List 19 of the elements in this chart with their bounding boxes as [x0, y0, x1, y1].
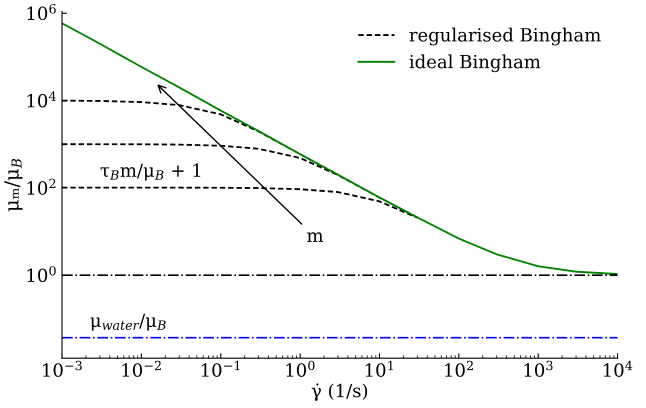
y-tick-label: 10$^{0}$: [28, 266, 56, 282]
x-tick-label: 10$^{2}$: [445, 360, 473, 377]
x-tick-label: 10$^{0}$: [286, 360, 315, 377]
x-tick-label: 10$^{−1}$: [202, 360, 240, 377]
x-tick-label: 10$^{1}$: [366, 360, 393, 377]
x-tick-label: 10$^{−2}$: [122, 360, 161, 377]
annotation: τ$_{B}$m/μ$_{B}$ + 1: [100, 163, 200, 181]
ref-line-label: μ$_{water}$/μ$_{B}$: [90, 314, 166, 331]
x-tick-label: 10$^{4}$: [604, 360, 632, 377]
x-tick-label: 10$^{−3}$: [43, 360, 82, 377]
annotation: m: [307, 232, 324, 242]
y-axis-title: μₘ/μ$_{B}$: [4, 158, 23, 212]
legend-label: regularised Bingham: [410, 28, 601, 46]
y-tick-label: 10$^{4}$: [28, 91, 56, 108]
legend-label: ideal Bingham: [410, 54, 540, 72]
y-tick-label: 10$^{2}$: [28, 178, 56, 195]
y-tick-label: 10$^{6}$: [28, 4, 56, 20]
x-axis-title: γ̇ (1/s): [312, 383, 368, 401]
x-tick-label: 10$^{3}$: [524, 360, 553, 377]
